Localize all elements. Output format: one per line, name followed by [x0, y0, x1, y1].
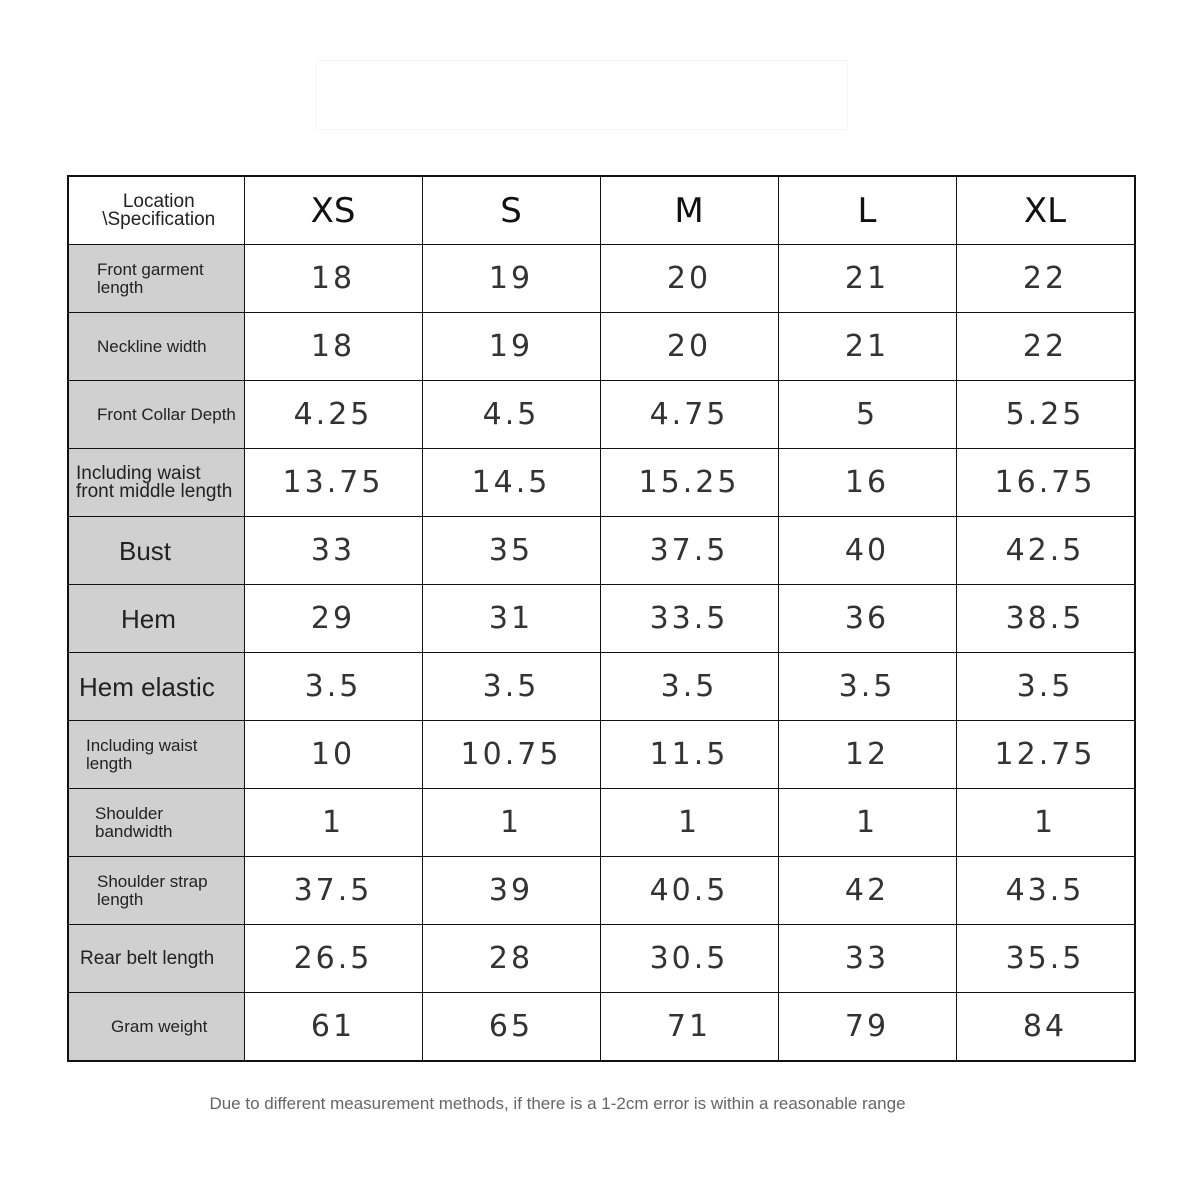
value-cell: 40 [777, 516, 957, 585]
value-cell: 39 [421, 856, 601, 925]
corner-label: Location \Specification [67, 175, 245, 245]
row-label: Shoulder strap length [67, 856, 245, 925]
value-cell: 15.25 [599, 448, 779, 517]
value-cell: 13.75 [243, 448, 423, 517]
table-row: Gram weight 61 65 71 79 84 [67, 992, 1135, 1062]
table-row: Including waist length 10 10.75 11.5 12 12.75 [67, 720, 1135, 789]
value-cell: 30.5 [599, 924, 779, 993]
value-cell: 38.5 [955, 584, 1135, 653]
value-cell: 12 [777, 720, 957, 789]
table-row: Hem elastic 3.5 3.5 3.5 3.5 3.5 [67, 652, 1135, 721]
row-label: Shoulder bandwidth [67, 788, 245, 857]
row-label: Rear belt length [67, 924, 245, 993]
footnote: Due to different measurement methods, if… [209, 1094, 906, 1113]
value-cell: 19 [421, 312, 601, 381]
table-row: Including waist front middle length 13.75… [67, 448, 1135, 517]
value-cell: 33.5 [599, 584, 779, 653]
value-cell: 10 [243, 720, 423, 789]
table-row: Shoulder bandwidth 1 1 1 1 1 [67, 788, 1135, 857]
value-cell: 16.75 [955, 448, 1135, 517]
value-cell: 42 [777, 856, 957, 925]
value-cell: 79 [777, 992, 957, 1062]
faint-banner [316, 60, 848, 130]
value-cell: 35.5 [955, 924, 1135, 993]
value-cell: 11.5 [599, 720, 779, 789]
value-cell: 16 [777, 448, 957, 517]
value-cell: 33 [777, 924, 957, 993]
value-cell: 19 [421, 244, 601, 313]
row-label: Including waist length [67, 720, 245, 789]
value-cell: 10.75 [421, 720, 601, 789]
row-label: Front garment length [67, 244, 245, 313]
row-label: Hem [67, 584, 245, 653]
table-row: Front Collar Depth 4.25 4.5 4.75 5 5.25 [67, 380, 1135, 449]
value-cell: 33 [243, 516, 423, 585]
value-cell: 4.5 [421, 380, 601, 449]
value-cell: 29 [243, 584, 423, 653]
value-cell: 71 [599, 992, 779, 1062]
table-row: Shoulder strap length 37.5 39 40.5 42 43.5 [67, 856, 1135, 925]
value-cell: 20 [599, 312, 779, 381]
value-cell: 36 [777, 584, 957, 653]
row-label: Bust [67, 516, 245, 585]
value-cell: 4.75 [599, 380, 779, 449]
value-cell: 84 [955, 992, 1135, 1062]
value-cell: 5 [777, 380, 957, 449]
value-cell: 5.25 [955, 380, 1135, 449]
value-cell: 1 [243, 788, 423, 857]
value-cell: 18 [243, 312, 423, 381]
table-row: Front garment length 18 19 20 21 22 [67, 244, 1135, 313]
value-cell: 3.5 [599, 652, 779, 721]
value-cell: 1 [599, 788, 779, 857]
size-header: XL [955, 175, 1135, 245]
value-cell: 37.5 [243, 856, 423, 925]
value-cell: 31 [421, 584, 601, 653]
value-cell: 43.5 [955, 856, 1135, 925]
value-cell: 1 [777, 788, 957, 857]
table-row: Bust 33 35 37.5 40 42.5 [67, 516, 1135, 585]
value-cell: 14.5 [421, 448, 601, 517]
value-cell: 40.5 [599, 856, 779, 925]
value-cell: 35 [421, 516, 601, 585]
value-cell: 3.5 [421, 652, 601, 721]
row-label: Front Collar Depth [67, 380, 245, 449]
value-cell: 12.75 [955, 720, 1135, 789]
row-label: Hem elastic [67, 652, 245, 721]
size-header: M [599, 175, 779, 245]
size-header: S [421, 175, 601, 245]
size-chart-table: Location \Specification XS S M L XL Front garm… [67, 175, 1136, 1062]
size-header: XS [243, 175, 423, 245]
value-cell: 3.5 [955, 652, 1135, 721]
table-row: Rear belt length 26.5 28 30.5 33 35.5 [67, 924, 1135, 993]
value-cell: 61 [243, 992, 423, 1062]
value-cell: 65 [421, 992, 601, 1062]
value-cell: 37.5 [599, 516, 779, 585]
row-label: Including waist front middle length [67, 448, 245, 517]
value-cell: 22 [955, 244, 1135, 313]
header-row: Location \Specification XS S M L XL [67, 175, 1135, 245]
value-cell: 18 [243, 244, 423, 313]
value-cell: 22 [955, 312, 1135, 381]
table-row: Neckline width 18 19 20 21 22 [67, 312, 1135, 381]
value-cell: 42.5 [955, 516, 1135, 585]
size-header: L [777, 175, 957, 245]
value-cell: 1 [421, 788, 601, 857]
value-cell: 3.5 [243, 652, 423, 721]
value-cell: 20 [599, 244, 779, 313]
value-cell: 21 [777, 312, 957, 381]
row-label: Gram weight [67, 992, 245, 1062]
value-cell: 4.25 [243, 380, 423, 449]
value-cell: 21 [777, 244, 957, 313]
value-cell: 26.5 [243, 924, 423, 993]
table-row: Hem 29 31 33.5 36 38.5 [67, 584, 1135, 653]
value-cell: 1 [955, 788, 1135, 857]
row-label: Neckline width [67, 312, 245, 381]
value-cell: 28 [421, 924, 601, 993]
value-cell: 3.5 [777, 652, 957, 721]
